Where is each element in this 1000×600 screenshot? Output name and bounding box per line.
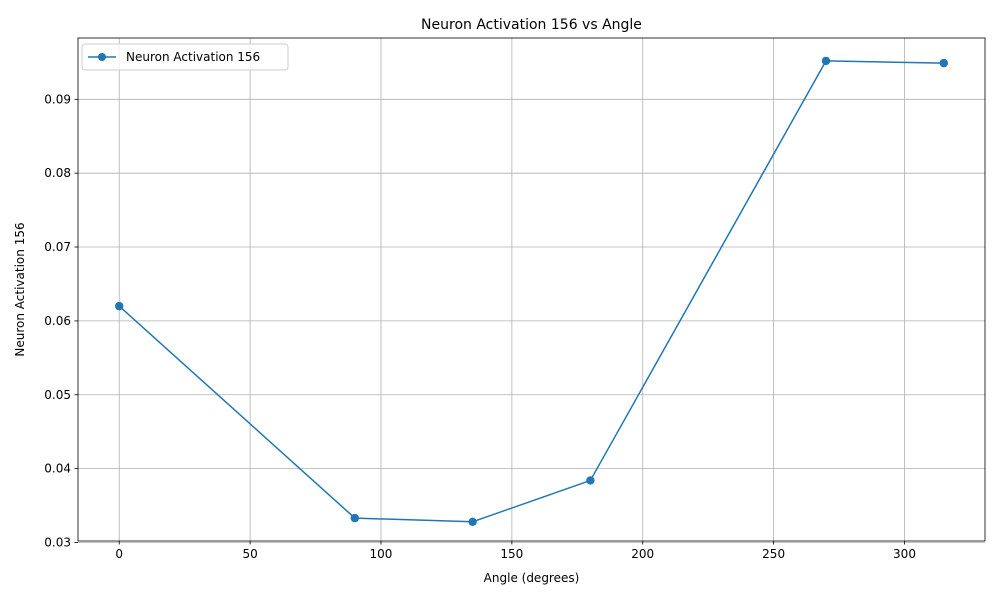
- series-line: [118, 60, 944, 523]
- grid: [78, 38, 985, 543]
- x-tick-label: 0: [115, 547, 123, 561]
- y-tick-label: 0.07: [44, 240, 71, 254]
- y-tick-label: 0.04: [44, 462, 71, 476]
- y-tick-label: 0.06: [44, 314, 71, 328]
- y-tick-label: 0.08: [44, 166, 71, 180]
- x-tick-label: 150: [500, 547, 523, 561]
- y-tick-label: 0.03: [44, 535, 71, 549]
- x-tick-label: 200: [631, 547, 654, 561]
- y-tick-label: 0.09: [44, 92, 71, 106]
- legend-box: [81, 43, 289, 71]
- x-tick-label: 50: [242, 547, 257, 561]
- legend: Neuron Activation 156: [81, 43, 289, 71]
- x-axis-label: Angle (degrees): [484, 571, 580, 585]
- data-point: [350, 513, 360, 523]
- series-layer: [115, 56, 948, 526]
- data-point: [468, 517, 477, 526]
- data-point: [939, 58, 948, 68]
- data-point: [115, 301, 124, 311]
- x-tick-label: 100: [370, 547, 393, 561]
- x-tick-label: 250: [762, 547, 785, 561]
- legend-marker: [98, 53, 106, 61]
- data-point: [586, 476, 595, 485]
- plot-frame: [77, 37, 986, 542]
- y-axis-ticks: 0.03 0.04 0.05 0.06 0.07 0.08 0.09: [44, 92, 78, 549]
- y-axis-label: Neuron Activation 156: [13, 222, 27, 356]
- data-point: [821, 56, 831, 66]
- x-tick-label: 300: [893, 547, 916, 561]
- chart-title: Neuron Activation 156 vs Angle: [421, 17, 642, 33]
- y-tick-label: 0.05: [44, 388, 71, 402]
- legend-label: Neuron Activation 156: [126, 50, 260, 64]
- x-axis-ticks: 0 50 100 150 200 250 300: [115, 541, 916, 561]
